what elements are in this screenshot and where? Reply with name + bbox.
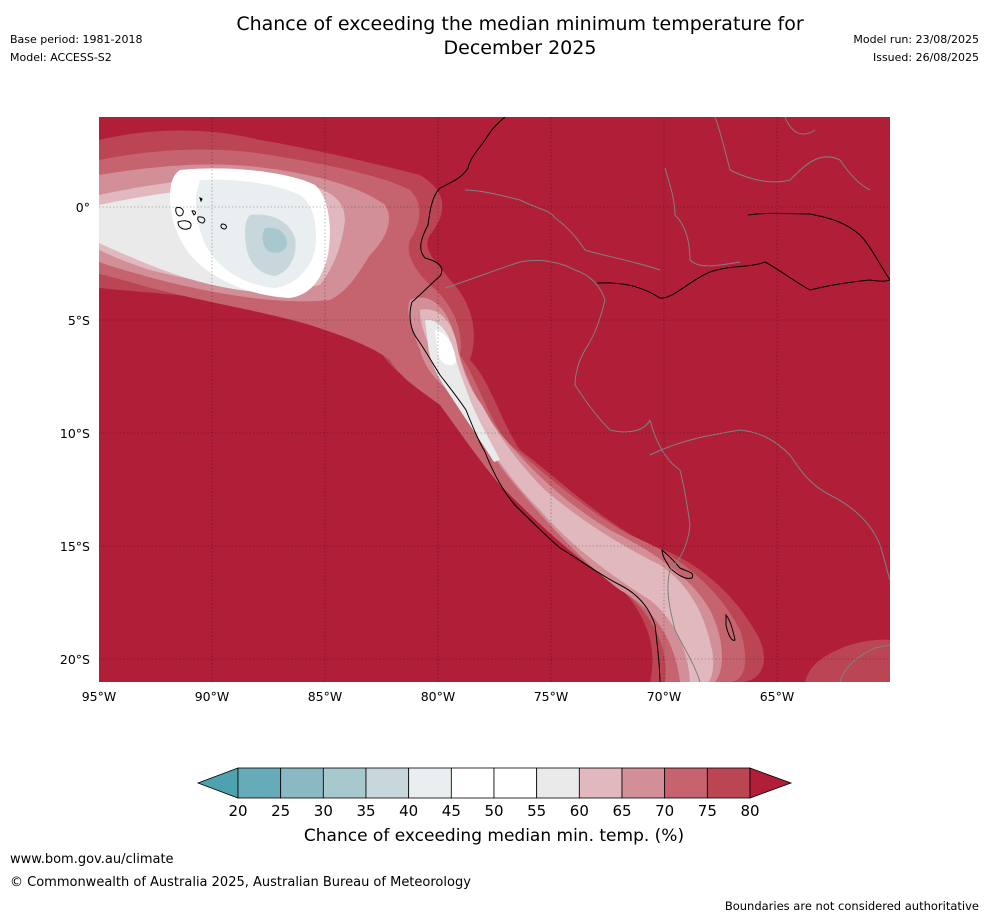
contour-highland	[805, 639, 890, 682]
colorbar-tick-label: 65	[612, 802, 631, 820]
colorbar-cell	[365, 767, 410, 799]
galapagos-islands	[175, 197, 227, 230]
brazil-venezuela-border	[714, 117, 871, 191]
lat-label: 15°S	[60, 539, 90, 554]
amazon-river	[596, 261, 890, 299]
peru-brazil-border	[649, 419, 691, 526]
lat-label: 5°S	[68, 313, 90, 328]
colorbar-cell	[237, 767, 282, 799]
forecast-map: 0° 5°S 10°S 15°S 20°S 95°W 90°W 85°W 80°…	[60, 117, 890, 704]
ecuador-peru-border	[444, 259, 651, 433]
colorbar-tick-label: 70	[655, 802, 674, 820]
lon-label: 70°W	[647, 689, 682, 704]
colorbar-under-arrow	[196, 767, 239, 799]
colorbar-cell	[322, 767, 367, 799]
colorbar-cells	[237, 767, 751, 799]
colorbar-tick-label: 55	[527, 802, 546, 820]
country-borders	[444, 117, 890, 682]
title-line-2: December 2025	[443, 37, 597, 59]
lake-poopo	[725, 613, 736, 641]
colorbar-tick-label: 35	[356, 802, 375, 820]
lat-label: 0°	[76, 200, 90, 215]
issued-date: Issued: 26/08/2025	[872, 51, 979, 64]
colorbar-tick-label: 80	[740, 802, 759, 820]
lon-label: 80°W	[421, 689, 456, 704]
website-link[interactable]: www.bom.gov.au/climate	[10, 852, 174, 867]
lat-label: 10°S	[60, 426, 90, 441]
colorbar-cell	[408, 767, 452, 799]
map-title: Chance of exceeding the median minimum t…	[150, 12, 890, 60]
south-america-coastline	[409, 117, 661, 682]
base-period: Base period: 1981-2018	[10, 33, 143, 46]
colombia-venezuela-border	[664, 167, 741, 267]
colorbar-tick-label: 30	[314, 802, 333, 820]
contour-35	[262, 227, 288, 253]
lon-label: 75°W	[534, 689, 569, 704]
colorbar-cell	[536, 767, 580, 799]
colorbar-cell	[450, 767, 495, 799]
contour-65	[99, 164, 722, 682]
colorbar-cell	[578, 767, 623, 799]
copyright-notice: © Commonwealth of Australia 2025, Austra…	[10, 875, 471, 890]
colorbar-cell	[493, 767, 538, 799]
graticule	[99, 117, 890, 682]
colorbar-cell	[621, 767, 666, 799]
colorbar-over-arrow	[749, 767, 793, 799]
coastlines	[175, 117, 890, 682]
colorbar-tick-label: 25	[271, 802, 290, 820]
colorbar-tick-label: 50	[484, 802, 503, 820]
peru-bolivia-border	[667, 524, 701, 682]
model-run: Model run: 23/08/2025	[853, 33, 979, 46]
colorbar-cell	[664, 767, 708, 799]
colorbar: 20 25 30 35 40 45 50 55 60 65 70 75 80	[196, 767, 793, 820]
longitude-labels: 95°W 90°W 85°W 80°W 75°W 70°W 65°W	[82, 689, 795, 704]
lon-label: 85°W	[308, 689, 343, 704]
colorbar-tick-label: 40	[399, 802, 418, 820]
latitude-labels: 0° 5°S 10°S 15°S 20°S	[60, 200, 90, 667]
lat-label: 20°S	[60, 652, 90, 667]
guyana-border	[784, 117, 816, 135]
probability-contours	[99, 130, 890, 682]
lake-titicaca	[661, 548, 694, 579]
colorbar-tick-label: 20	[228, 802, 247, 820]
boundary-disclaimer: Boundaries are not considered authoritat…	[724, 899, 979, 913]
colombia-border	[464, 189, 661, 271]
model-name: Model: ACCESS-S2	[10, 51, 112, 64]
run-info: Model run: 23/08/2025 Issued: 26/08/2025	[853, 31, 979, 67]
chile-argentina-border	[839, 644, 890, 682]
colorbar-tick-label: 60	[570, 802, 589, 820]
colorbar-tick-label: 45	[442, 802, 461, 820]
colorbar-cell	[706, 767, 751, 799]
base-info: Base period: 1981-2018 Model: ACCESS-S2	[10, 31, 142, 67]
bolivia-brazil-border	[649, 429, 890, 581]
amazon-upper	[747, 212, 890, 281]
colorbar-label: Chance of exceeding median min. temp. (%…	[303, 826, 685, 846]
colorbar-ticks: 20 25 30 35 40 45 50 55 60 65 70 75 80	[228, 802, 759, 820]
lon-label: 95°W	[82, 689, 117, 704]
colorbar-cell	[280, 767, 324, 799]
title-line-1: Chance of exceeding the median minimum t…	[236, 13, 804, 35]
lon-label: 90°W	[195, 689, 230, 704]
colorbar-tick-label: 75	[698, 802, 717, 820]
lon-label: 65°W	[760, 689, 795, 704]
